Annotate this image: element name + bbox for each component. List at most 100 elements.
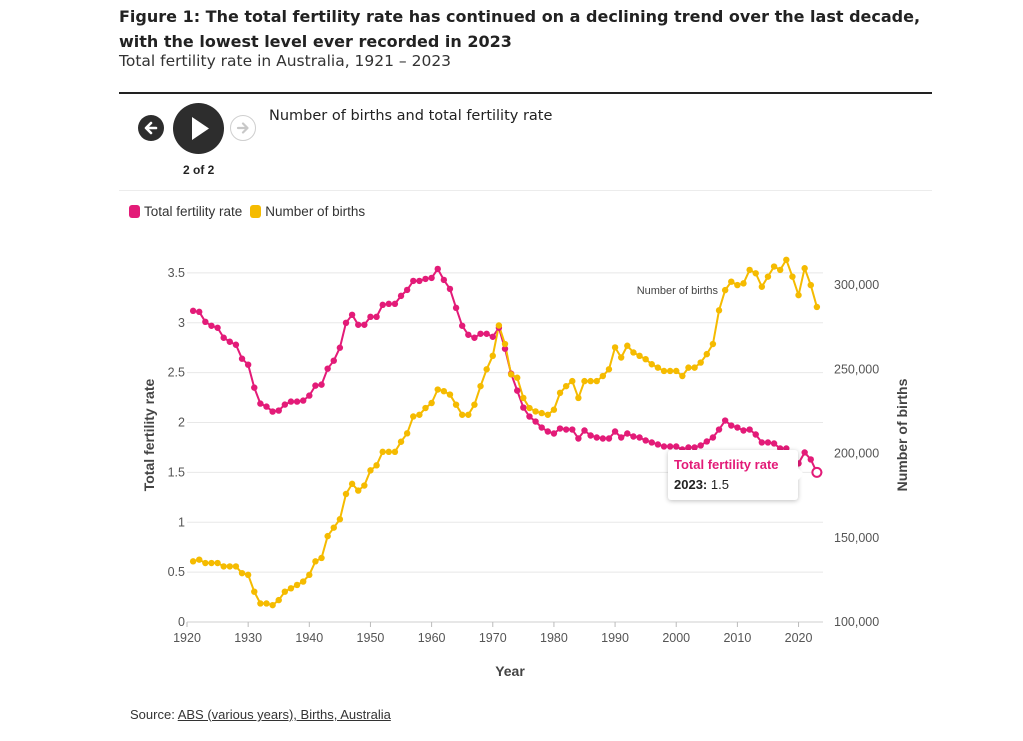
y-left-tick-label: 3 xyxy=(178,316,185,330)
data-point-tfr xyxy=(410,277,417,285)
legend-item-births[interactable]: Number of births xyxy=(250,204,365,219)
data-point-tfr xyxy=(709,434,717,441)
data-point-tfr xyxy=(673,443,680,450)
data-point-tfr xyxy=(299,397,307,404)
data-point-births xyxy=(330,524,337,531)
data-point-tfr xyxy=(617,434,625,441)
data-point-births xyxy=(238,569,246,577)
data-point-births xyxy=(666,367,674,375)
data-tooltip: Total fertility rate 2023: 1.5 xyxy=(668,450,804,500)
x-tick-label: 1920 xyxy=(173,631,201,645)
data-point-births xyxy=(501,340,509,348)
data-point-tfr xyxy=(703,438,711,445)
data-point-tfr xyxy=(348,311,356,319)
data-point-births xyxy=(654,364,662,371)
data-point-tfr xyxy=(556,425,564,432)
data-point-births xyxy=(361,482,368,489)
data-point-births xyxy=(446,391,454,398)
source-link[interactable]: ABS (various years), Births, Australia xyxy=(177,707,391,722)
data-point-births xyxy=(697,359,704,366)
data-point-births xyxy=(391,448,399,456)
data-point-births xyxy=(630,349,637,356)
data-point-tfr xyxy=(630,433,637,440)
x-tick-label: 1990 xyxy=(601,631,629,645)
data-point-births xyxy=(367,467,374,474)
data-point-births xyxy=(807,281,814,289)
data-point-tfr xyxy=(452,304,460,312)
data-point-tfr xyxy=(196,308,203,316)
data-point-tfr xyxy=(269,408,276,415)
data-point-tfr xyxy=(575,435,582,442)
data-point-tfr xyxy=(520,404,527,411)
data-point-births xyxy=(569,377,576,385)
data-point-births xyxy=(685,364,692,371)
data-point-tfr xyxy=(189,307,197,315)
data-point-tfr xyxy=(642,437,649,444)
data-point-births xyxy=(397,438,405,445)
data-point-births xyxy=(373,462,380,469)
data-point-births xyxy=(416,411,423,418)
data-point-tfr xyxy=(293,398,301,405)
next-button[interactable] xyxy=(230,115,256,141)
data-point-tfr xyxy=(257,400,264,407)
data-point-tfr xyxy=(355,321,362,328)
data-point-births xyxy=(293,581,301,589)
y-right-tick-label: 200,000 xyxy=(834,447,879,461)
x-tick-label: 2010 xyxy=(723,631,751,645)
y-right-axis-title: Number of births xyxy=(894,378,910,491)
data-point-tfr xyxy=(238,355,246,362)
data-point-births xyxy=(556,389,564,397)
source-prefix: Source: xyxy=(130,707,178,722)
data-point-births xyxy=(575,394,582,402)
data-point-tfr xyxy=(770,440,778,447)
data-point-births xyxy=(275,596,282,604)
data-point-tfr xyxy=(416,277,423,285)
data-point-births xyxy=(244,571,252,579)
data-point-tfr xyxy=(758,439,766,446)
data-point-births xyxy=(220,563,227,570)
data-point-tfr xyxy=(428,274,435,282)
data-point-births xyxy=(477,382,484,390)
play-button[interactable] xyxy=(173,103,224,154)
y-left-tick-label: 2 xyxy=(178,416,185,430)
data-point-births xyxy=(336,516,344,523)
data-point-tfr xyxy=(685,444,692,451)
data-point-tfr xyxy=(458,322,466,329)
data-point-tfr xyxy=(526,413,533,420)
data-point-tfr xyxy=(562,426,570,433)
legend-item-tfr[interactable]: Total fertility rate xyxy=(129,204,242,219)
data-point-births xyxy=(550,406,558,413)
controls-divider xyxy=(119,190,932,191)
data-point-births xyxy=(673,367,680,375)
data-point-births xyxy=(526,404,533,412)
data-point-tfr xyxy=(312,382,319,389)
x-tick-label: 2000 xyxy=(662,631,690,645)
data-point-births xyxy=(251,588,258,595)
data-point-births xyxy=(355,487,362,494)
data-point-tfr xyxy=(666,443,674,450)
data-point-births xyxy=(348,480,356,488)
data-point-births xyxy=(189,558,197,565)
data-point-births xyxy=(679,372,686,380)
data-point-tfr xyxy=(226,338,234,345)
data-point-births xyxy=(520,394,527,402)
series-annotation-births: Number of births xyxy=(637,285,719,297)
data-point-tfr xyxy=(281,401,289,408)
y-left-tick-label: 0 xyxy=(178,615,185,629)
data-point-tfr xyxy=(514,387,521,394)
data-point-births xyxy=(587,377,594,385)
data-point-tfr xyxy=(734,424,741,431)
data-point-births xyxy=(605,366,613,373)
data-point-tfr xyxy=(715,426,723,433)
x-axis-title: Year xyxy=(495,663,525,679)
data-point-tfr xyxy=(654,441,662,448)
step-indicator: 2 of 2 xyxy=(183,163,215,177)
data-point-births xyxy=(776,266,784,274)
data-point-tfr xyxy=(422,275,429,283)
data-point-tfr xyxy=(807,456,814,463)
data-point-births xyxy=(728,278,735,285)
data-point-tfr xyxy=(385,300,393,308)
y-right-tick-label: 300,000 xyxy=(834,278,879,292)
previous-button[interactable] xyxy=(138,115,164,141)
